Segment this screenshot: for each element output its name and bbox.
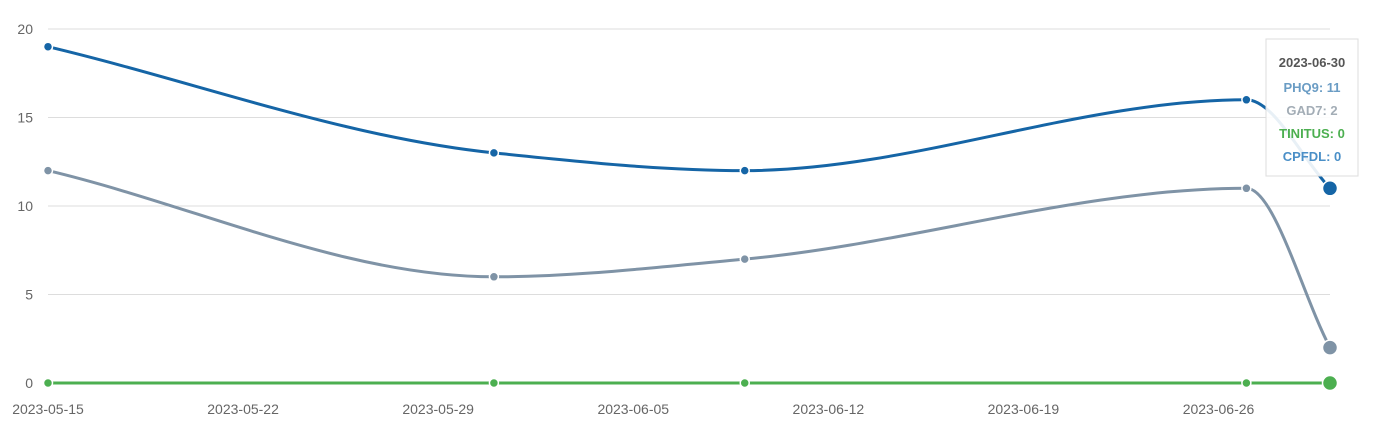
x-tick-label-1: 2023-05-22: [207, 401, 279, 417]
data-point-tinitus-1: [488, 377, 500, 389]
tooltip-item-gad7: GAD7: 2: [1286, 103, 1337, 118]
x-axis: 2023-05-15 2023-05-22 2023-05-29 2023-06-05…: [12, 401, 1254, 417]
data-point-gad7-0: [42, 165, 54, 176]
tooltip-item-phq9: PHQ9: 11: [1283, 80, 1340, 95]
data-point-gad7-4: [1321, 339, 1339, 356]
tooltip-date: 2023-06-30: [1279, 55, 1346, 70]
y-tick-label-15: 15: [17, 110, 33, 126]
x-tick-label-6: 2023-06-26: [1183, 401, 1255, 417]
data-point-phq9-3: [1241, 94, 1252, 106]
y-tick-label-10: 10: [17, 198, 33, 214]
series-phq9: [42, 41, 1339, 197]
series-gad7: [42, 165, 1339, 356]
grid: [48, 28, 1330, 384]
x-tick-label-5: 2023-06-19: [988, 401, 1060, 417]
data-point-phq9-0: [42, 41, 54, 52]
tooltip: 2023-06-30 PHQ9: 11 GAD7: 2 TINITUS: 0 C…: [1265, 38, 1359, 177]
data-point-tinitus-2: [739, 377, 750, 389]
x-tick-label-4: 2023-06-12: [793, 401, 865, 417]
tooltip-box: [1265, 38, 1359, 177]
data-point-gad7-2: [739, 253, 750, 265]
data-point-phq9-2: [739, 165, 750, 176]
y-tick-label-20: 20: [17, 21, 33, 37]
data-point-tinitus-3: [1241, 377, 1252, 389]
data-point-gad7-1: [488, 271, 500, 283]
data-point-phq9-1: [488, 147, 500, 159]
tooltip-item-cpfdl: CPFDL: 0: [1283, 149, 1342, 164]
x-tick-label-3: 2023-06-05: [597, 401, 669, 417]
y-tick-label-5: 5: [25, 287, 33, 303]
x-tick-label-0: 2023-05-15: [12, 401, 84, 417]
data-point-tinitus-0: [42, 377, 54, 389]
y-axis: 0 5 10 15 20: [17, 21, 33, 391]
series-layer: [42, 41, 1339, 392]
data-point-phq9-4: [1321, 180, 1339, 197]
tooltip-item-tinitus: TINITUS: 0: [1279, 126, 1345, 141]
data-point-gad7-3: [1241, 183, 1252, 194]
y-tick-label-0: 0: [25, 375, 33, 391]
series-tinitus: [42, 374, 1339, 392]
x-tick-label-2: 2023-05-29: [402, 401, 474, 417]
data-point-tinitus-4: [1321, 374, 1339, 392]
series-line-gad7: [47, 169, 1332, 349]
